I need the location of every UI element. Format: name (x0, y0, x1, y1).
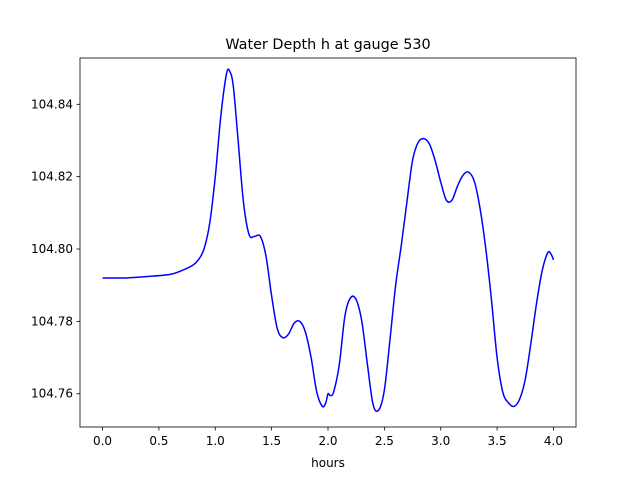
y-axis-ticks: 104.76 104.78 104.80 104.82 104.84 (31, 97, 80, 401)
x-tick-label: 1.0 (206, 434, 225, 448)
x-axis-ticks: 0.0 0.5 1.0 1.5 2.0 2.5 3.0 3.5 4.0 (93, 427, 563, 448)
x-tick-label: 4.0 (544, 434, 563, 448)
x-tick-label: 0.0 (93, 434, 112, 448)
y-tick-label: 104.80 (31, 242, 73, 256)
y-tick-label: 104.76 (31, 387, 73, 401)
y-tick-label: 104.78 (31, 314, 73, 328)
x-tick-label: 0.5 (149, 434, 168, 448)
x-axis-label: hours (311, 456, 345, 470)
plot-area: 0.0 0.5 1.0 1.5 2.0 2.5 3.0 3.5 4.0 104.76 104.78… (31, 57, 577, 448)
y-tick-label: 104.84 (31, 97, 73, 111)
x-tick-label: 2.5 (375, 434, 394, 448)
plot-frame (80, 58, 576, 427)
series-line (102, 68, 555, 413)
axes-border (79, 57, 577, 428)
x-tick-label: 3.5 (488, 434, 507, 448)
x-tick-label: 3.0 (431, 434, 450, 448)
chart-title: Water Depth h at gauge 530 (225, 37, 430, 53)
y-tick-label: 104.82 (31, 170, 73, 184)
x-tick-label: 1.5 (262, 434, 281, 448)
x-tick-label: 2.0 (318, 434, 337, 448)
